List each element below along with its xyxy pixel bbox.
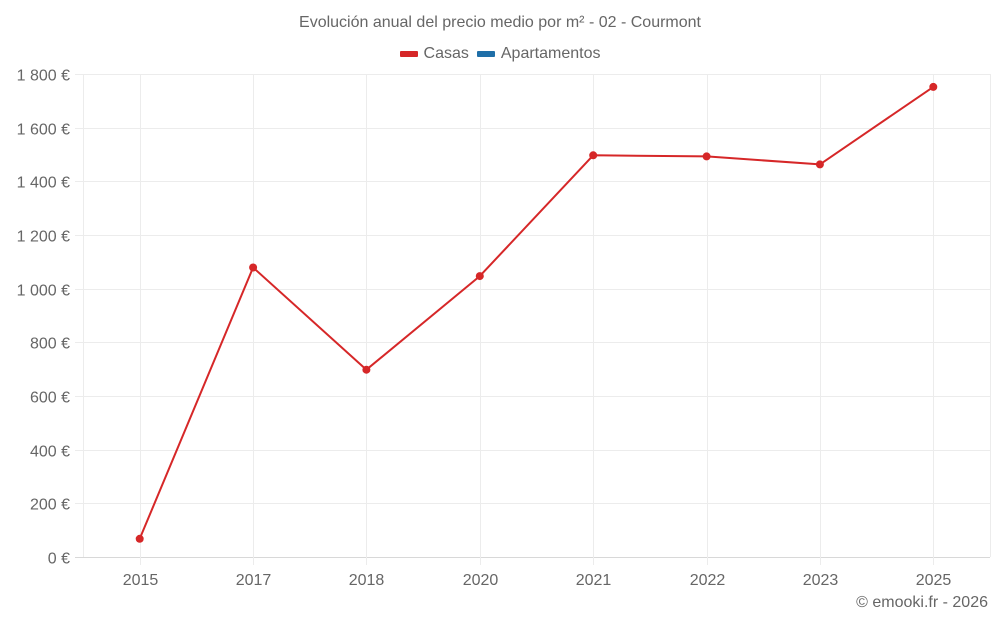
- series-casas: [135, 82, 938, 543]
- legend-swatch-apartamentos: [476, 51, 495, 57]
- y-tick-label: 0 €: [48, 551, 70, 568]
- grid-lines: [75, 74, 991, 565]
- chart-legend: Casas Apartamentos: [0, 45, 1000, 63]
- x-tick-label: 2017: [236, 572, 272, 589]
- y-tick-label: 800 €: [30, 336, 70, 353]
- data-point[interactable]: [135, 534, 144, 543]
- x-tick-label: 2022: [690, 572, 726, 589]
- y-tick-label: 400 €: [30, 444, 70, 461]
- data-point[interactable]: [929, 82, 938, 91]
- y-tick-label: 1 600 €: [17, 122, 70, 139]
- legend-label-casas: Casas: [423, 45, 469, 62]
- x-tick-label: 2023: [803, 572, 839, 589]
- legend-label-apartamentos: Apartamentos: [500, 45, 601, 62]
- data-point[interactable]: [475, 272, 484, 281]
- x-tick-label: 2018: [349, 572, 385, 589]
- data-point[interactable]: [815, 160, 824, 169]
- y-tick-label: 1 200 €: [17, 229, 70, 246]
- y-tick-label: 600 €: [30, 390, 70, 407]
- x-axis: 2015 2017 2018 2020 2021 2022 2023 2025: [123, 572, 952, 589]
- x-tick-label: 2015: [123, 572, 159, 589]
- x-tick-label: 2020: [463, 572, 499, 589]
- legend-swatch-casas: [399, 51, 418, 57]
- x-tick-label: 2025: [916, 572, 952, 589]
- data-point[interactable]: [362, 365, 371, 374]
- data-point[interactable]: [249, 263, 258, 272]
- y-axis: 0 € 200 € 400 € 600 € 800 € 1 000 € 1 200 € 1 4…: [17, 68, 70, 568]
- data-point[interactable]: [589, 151, 598, 160]
- y-tick-label: 1 800 €: [17, 68, 70, 85]
- y-tick-label: 200 €: [30, 497, 70, 514]
- chart-title: Evolución anual del precio medio por m² …: [299, 14, 701, 31]
- y-tick-label: 1 400 €: [17, 175, 70, 192]
- copyright-credit: © emooki.fr - 2026: [856, 594, 988, 611]
- x-tick-label: 2021: [576, 572, 612, 589]
- legend-item-apartamentos[interactable]: Apartamentos: [476, 45, 601, 63]
- data-point[interactable]: [702, 152, 711, 161]
- y-tick-label: 1 000 €: [17, 283, 70, 300]
- legend-item-casas[interactable]: Casas: [399, 45, 469, 63]
